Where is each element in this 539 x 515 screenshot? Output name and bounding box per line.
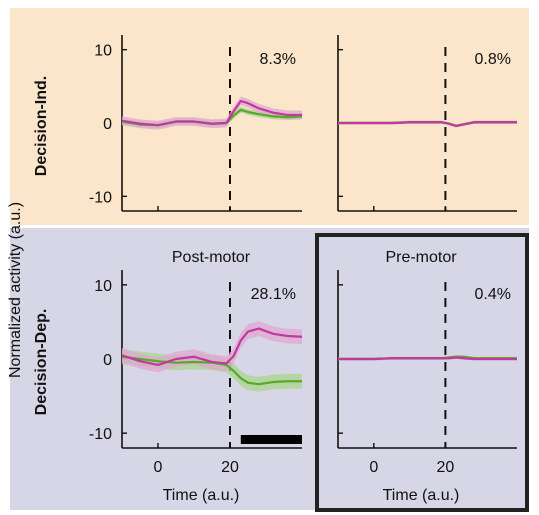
panels: 10 0 -10 8.3% 0.8% 10 0 -10 0 20 28.1% 0 20 0.4% <box>89 35 517 476</box>
y-tick-label: 0 <box>103 116 112 133</box>
series-magenta-band <box>122 321 302 373</box>
figure-ylabel: Normalized activity (a.u.) <box>7 202 24 378</box>
percentage-annotation: 28.1% <box>251 286 296 303</box>
bottom-row-background <box>10 228 529 510</box>
significance-bar <box>240 435 302 444</box>
panel-2: 0.8% <box>337 35 517 212</box>
xlabel-right: Time (a.u.) <box>383 487 460 504</box>
x-tick-label: 0 <box>154 459 163 476</box>
y-tick-label: 10 <box>94 278 112 295</box>
percentage-annotation: 0.8% <box>475 51 511 68</box>
series-magenta-line <box>338 356 517 361</box>
x-tick-label: 20 <box>437 459 455 476</box>
series-magenta-line <box>338 121 517 128</box>
y-tick-label: 10 <box>94 43 112 60</box>
panel-3: 10 0 -10 0 20 28.1% <box>89 270 303 476</box>
col-title-pre-motor: Pre-motor <box>385 249 457 266</box>
panel-1: 10 0 -10 8.3% <box>89 35 303 212</box>
col-title-post-motor: Post-motor <box>172 249 251 266</box>
series-green-line <box>121 355 302 386</box>
panel-4: 0 20 0.4% <box>337 270 517 476</box>
percentage-annotation: 0.4% <box>475 286 511 303</box>
series-magenta-band <box>122 96 302 130</box>
xlabel-left: Time (a.u.) <box>163 487 240 504</box>
y-tick-label: -10 <box>89 189 112 206</box>
y-tick-label: -10 <box>89 426 112 443</box>
series-magenta-line <box>121 99 302 127</box>
premotor-highlight-border <box>315 233 529 512</box>
y-tick-label: 0 <box>103 352 112 369</box>
x-tick-label: 0 <box>369 459 378 476</box>
row-label-decision-ind: Decision-Ind. <box>33 76 50 176</box>
row-label-decision-dep: Decision-Dep. <box>33 309 50 416</box>
series-magenta-line <box>121 327 303 367</box>
x-tick-label: 20 <box>221 459 239 476</box>
percentage-annotation: 8.3% <box>260 51 296 68</box>
